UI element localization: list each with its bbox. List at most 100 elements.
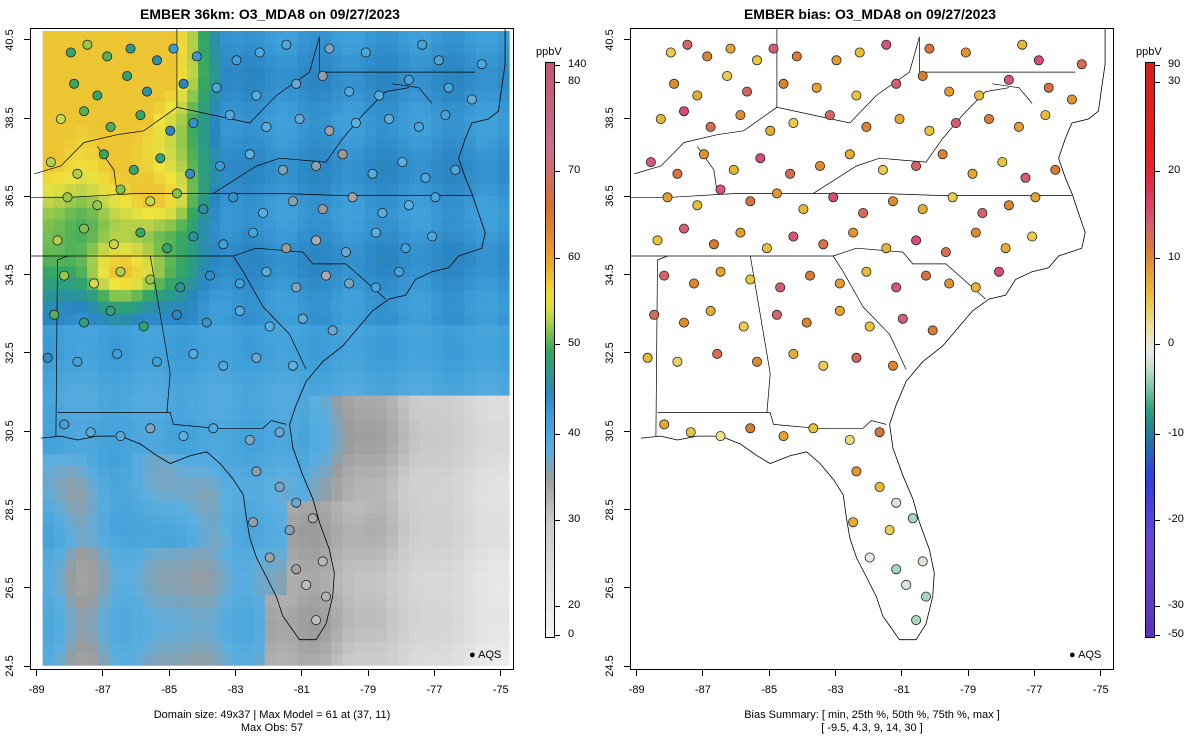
observation-site — [844, 149, 855, 160]
x-tick-label: -79 — [960, 684, 977, 696]
colorbar-label: 90 — [1168, 57, 1181, 70]
observation-site — [911, 235, 922, 246]
observation-site — [669, 78, 680, 89]
state-boundary — [667, 247, 986, 300]
model-caption-line1: Domain size: 49x37 | Max Model = 61 at (… — [153, 709, 391, 721]
observation-site — [188, 231, 199, 242]
observation-site — [765, 125, 776, 136]
observation-site — [191, 51, 202, 62]
observation-site — [327, 325, 338, 336]
model-panel: EMBER 36km: O3_MDA8 on 09/27/2023 ● AQS … — [4, 6, 586, 734]
observation-site — [420, 172, 431, 183]
observation-site — [152, 55, 163, 66]
coastline — [40, 29, 506, 641]
observation-site — [881, 39, 892, 50]
observation-site — [745, 274, 756, 285]
colorbar-label: 70 — [568, 164, 581, 177]
observation-site — [142, 86, 153, 97]
observation-site — [851, 352, 862, 363]
state-boundary — [57, 412, 287, 429]
observation-site — [891, 564, 902, 575]
observation-site — [864, 552, 875, 563]
observation-site — [320, 270, 331, 281]
observation-site — [55, 114, 66, 125]
observation-site — [894, 114, 905, 125]
y-axis-tick — [24, 352, 30, 354]
observation-site — [745, 196, 756, 207]
observation-site — [970, 282, 981, 293]
observation-site — [874, 481, 885, 492]
observation-site — [771, 309, 782, 320]
observation-site — [301, 579, 312, 590]
model-grid — [42, 31, 510, 666]
observation-site — [350, 118, 361, 129]
observation-site — [689, 278, 700, 289]
observation-site — [344, 278, 355, 289]
observation-site — [324, 125, 335, 136]
legend-dot-icon: ● — [469, 649, 476, 661]
colorbar-tick — [555, 344, 560, 346]
y-tick-label: 32.5 — [4, 342, 16, 364]
observation-site — [788, 348, 799, 359]
observation-site — [974, 90, 985, 101]
observation-site — [383, 114, 394, 125]
observation-site — [864, 321, 875, 332]
observation-site — [287, 196, 298, 207]
x-tick-label: -81 — [893, 684, 910, 696]
observation-site — [715, 184, 726, 195]
observation-site — [983, 114, 994, 125]
observation-site — [831, 55, 842, 66]
observation-site — [798, 204, 809, 215]
observation-site — [738, 321, 749, 332]
observation-site — [138, 321, 149, 332]
x-tick-label: -89 — [28, 684, 45, 696]
observation-site — [155, 153, 166, 164]
observation-site — [92, 200, 103, 211]
observation-site — [274, 481, 285, 492]
y-axis-tick — [624, 587, 630, 589]
x-axis-tick — [367, 670, 369, 676]
observation-site — [294, 114, 305, 125]
observation-site — [960, 47, 971, 58]
x-tick-label: -83 — [227, 684, 244, 696]
observation-site — [814, 160, 825, 171]
observation-site — [82, 39, 93, 50]
observation-site — [788, 231, 799, 242]
observation-site — [145, 196, 156, 207]
state-boundary — [67, 247, 386, 300]
x-axis-tick — [901, 670, 903, 676]
colorbar-label: 20 — [1168, 164, 1181, 177]
colorbar-label: 0 — [1168, 337, 1175, 350]
observation-site — [1030, 192, 1041, 203]
observation-site — [248, 517, 259, 528]
observation-site — [59, 419, 70, 430]
observation-site — [861, 266, 872, 277]
observation-site — [403, 74, 414, 85]
x-axis-tick — [768, 670, 770, 676]
observation-site — [72, 356, 83, 367]
colorbar-tick — [555, 519, 560, 521]
observation-site — [135, 110, 146, 121]
observation-site — [264, 321, 275, 332]
observation-site — [344, 86, 355, 97]
observation-site — [891, 78, 902, 89]
colorbar-label: 20 — [568, 599, 581, 612]
observation-site — [261, 121, 272, 132]
observation-site — [450, 164, 461, 175]
observation-site — [320, 591, 331, 602]
x-axis-tick — [835, 670, 837, 676]
observation-site — [291, 282, 302, 293]
observation-site — [917, 204, 928, 215]
observation-site — [768, 43, 779, 54]
observation-site — [804, 270, 815, 281]
observation-site — [887, 360, 898, 371]
x-tick-label: -85 — [761, 684, 778, 696]
state-boundary — [392, 83, 433, 104]
observation-site — [92, 90, 103, 101]
y-axis-tick — [624, 665, 630, 667]
state-boundary — [813, 87, 1009, 194]
observation-site — [115, 266, 126, 277]
colorbar-tick — [1155, 433, 1160, 435]
observation-site — [1050, 164, 1061, 175]
colorbar-tick — [1155, 344, 1160, 346]
